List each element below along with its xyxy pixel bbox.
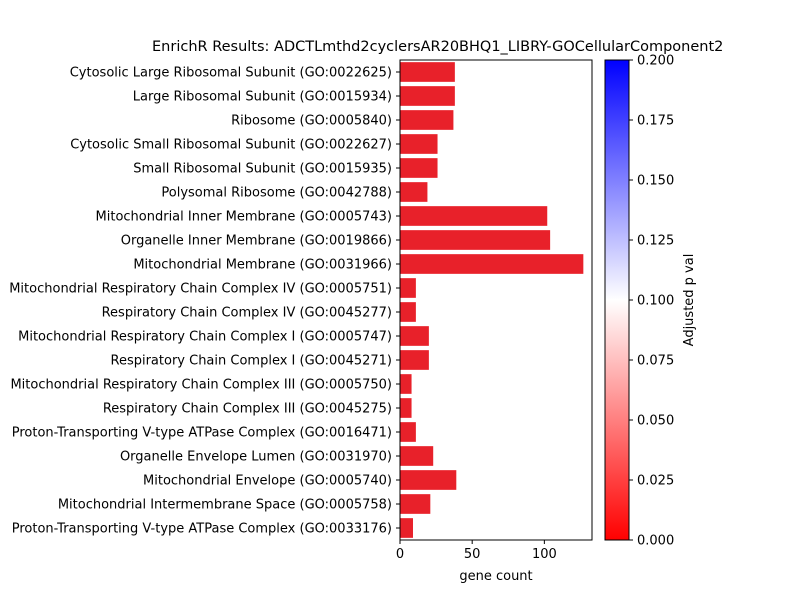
colorbar-tick-label: 0.025 bbox=[637, 474, 674, 489]
bar bbox=[400, 398, 412, 418]
colorbar-tick-label: 0.175 bbox=[637, 114, 674, 129]
colorbar-tick-label: 0.150 bbox=[637, 174, 674, 189]
category-label: Organelle Inner Membrane (GO:0019866) bbox=[121, 234, 392, 249]
colorbar-gradient bbox=[604, 59, 630, 541]
colorbar-tick-label: 0.075 bbox=[637, 354, 674, 369]
colorbar-tick-label: 0.200 bbox=[637, 54, 674, 69]
plot-frame bbox=[399, 59, 593, 541]
colorbar-tick-label: 0.125 bbox=[637, 234, 674, 249]
category-label: Respiratory Chain Complex IV (GO:0045277… bbox=[102, 306, 392, 321]
category-label: Mitochondrial Respiratory Chain Complex … bbox=[10, 378, 392, 393]
bar bbox=[400, 254, 584, 274]
colorbar-label: Adjusted p val bbox=[682, 254, 697, 347]
bar bbox=[400, 470, 457, 490]
bar bbox=[400, 206, 548, 226]
bar bbox=[400, 374, 412, 394]
category-label: Proton-Transporting V-type ATPase Comple… bbox=[12, 426, 392, 441]
colorbar-tick-label: 0.000 bbox=[637, 534, 674, 549]
colorbar-tick-label: 0.050 bbox=[637, 414, 674, 429]
bars-group bbox=[400, 62, 584, 538]
bar bbox=[400, 134, 438, 154]
category-labels: Cytosolic Large Ribosomal Subunit (GO:00… bbox=[9, 66, 400, 537]
category-label: Ribosome (GO:0005840) bbox=[231, 114, 392, 129]
bar bbox=[400, 230, 551, 250]
x-tick-label: 0 bbox=[396, 547, 404, 562]
x-axis: 0 50 100 bbox=[396, 540, 557, 562]
category-label: Mitochondrial Respiratory Chain Complex … bbox=[9, 282, 392, 297]
category-label: Proton-Transporting V-type ATPase Comple… bbox=[12, 522, 392, 537]
category-label: Small Ribosomal Subunit (GO:0015935) bbox=[133, 162, 392, 177]
bar bbox=[400, 518, 413, 538]
category-label: Respiratory Chain Complex I (GO:0045271) bbox=[111, 354, 393, 369]
bar bbox=[400, 326, 429, 346]
category-label: Mitochondrial Inner Membrane (GO:0005743… bbox=[96, 210, 392, 225]
bar bbox=[400, 158, 438, 178]
chart-title: EnrichR Results: ADCTLmthd2cyclersAR20BH… bbox=[152, 39, 723, 55]
category-label: Mitochondrial Respiratory Chain Complex … bbox=[18, 330, 392, 345]
category-label: Organelle Envelope Lumen (GO:0031970) bbox=[120, 450, 392, 465]
category-label: Mitochondrial Membrane (GO:0031966) bbox=[133, 258, 392, 273]
bar bbox=[400, 422, 416, 442]
category-label: Mitochondrial Envelope (GO:0005740) bbox=[143, 474, 392, 489]
category-label: Polysomal Ribosome (GO:0042788) bbox=[161, 186, 392, 201]
category-label: Cytosolic Small Ribosomal Subunit (GO:00… bbox=[70, 138, 392, 153]
bar bbox=[400, 62, 455, 82]
x-axis-label: gene count bbox=[459, 569, 532, 584]
bar bbox=[400, 110, 454, 130]
colorbar: 0.000 0.025 0.050 0.075 0.100 0.125 0.150 0.175… bbox=[604, 54, 674, 549]
bar bbox=[400, 350, 429, 370]
bar bbox=[400, 302, 416, 322]
bar bbox=[400, 86, 455, 106]
bar bbox=[400, 446, 434, 466]
bar bbox=[400, 494, 431, 514]
x-tick-label: 100 bbox=[532, 547, 557, 562]
category-label: Large Ribosomal Subunit (GO:0015934) bbox=[133, 90, 392, 105]
category-label: Cytosolic Large Ribosomal Subunit (GO:00… bbox=[70, 66, 392, 81]
colorbar-tick-label: 0.100 bbox=[637, 294, 674, 309]
x-tick-label: 50 bbox=[464, 547, 481, 562]
bar bbox=[400, 182, 428, 202]
category-label: Mitochondrial Intermembrane Space (GO:00… bbox=[58, 498, 392, 513]
category-label: Respiratory Chain Complex III (GO:004527… bbox=[103, 402, 392, 417]
bar bbox=[400, 278, 416, 298]
